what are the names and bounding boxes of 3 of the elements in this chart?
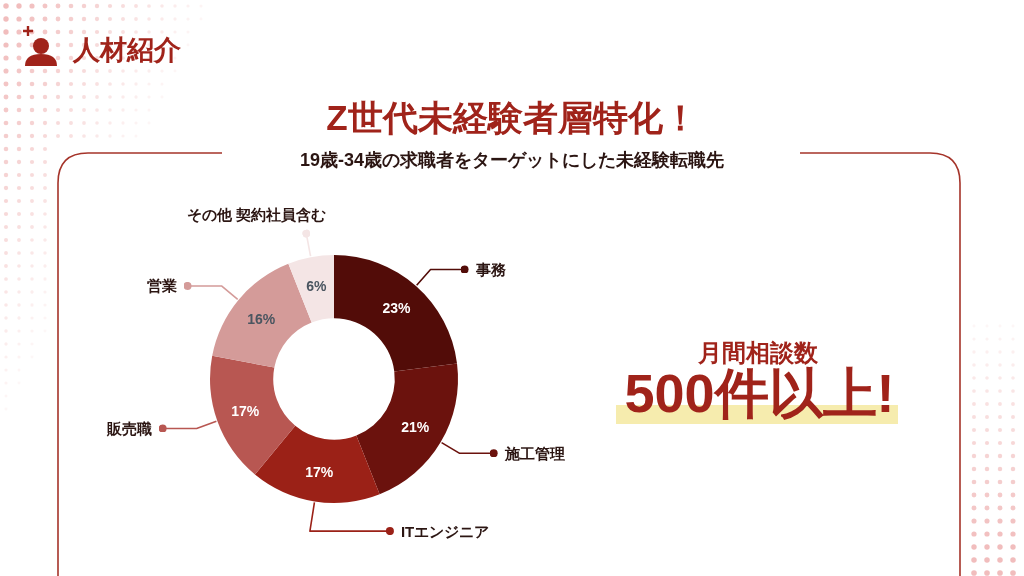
annotation: 人材紹介 (73, 35, 181, 65)
title: Z世代未経験者層特化！ (326, 97, 698, 137)
subtitle: 19歳-34歳の求職者をターゲットにした未経験転職先 (300, 150, 724, 170)
